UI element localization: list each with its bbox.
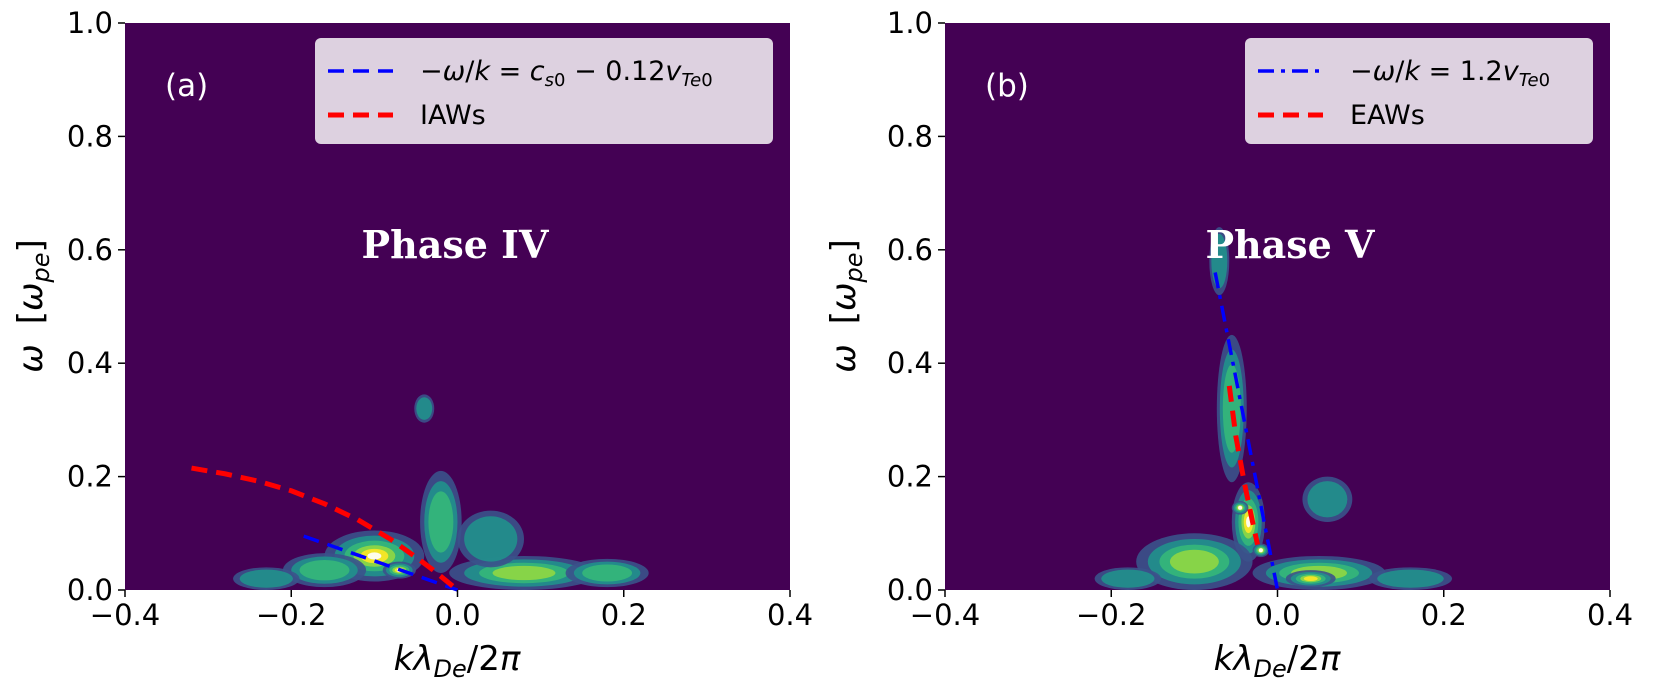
- intensity-blob-a-5-3: [492, 565, 556, 581]
- y-axis-label-a: ω[ωpe]: [11, 239, 55, 373]
- x-tick-label-b-2: 0.0: [1254, 598, 1300, 632]
- y-tick-label-a-3: 0.6: [67, 233, 113, 267]
- phase-annotation-a: Phase IV: [362, 222, 550, 267]
- ticks-b: −0.4 −0.2 0.0 0.2 0.4 0.0 0.2 0.4 0.6 0.8 1.0: [887, 6, 1633, 632]
- y-tick-label-b-0: 0.0: [887, 573, 933, 607]
- x-tick-label-b-1: −0.2: [1076, 598, 1146, 632]
- x-tick-label-a-0: −0.4: [90, 598, 160, 632]
- y-tick-label-a-4: 0.8: [67, 119, 113, 153]
- y-tick-label-b-1: 0.2: [887, 460, 933, 494]
- intensity-blob-a-8-1: [239, 569, 293, 588]
- series-layer-b: [1213, 272, 1280, 591]
- y-tick-label-b-2: 0.4: [887, 346, 933, 380]
- legend-a: −ω/k = cs0 − 0.12vTe0 IAWs: [315, 38, 773, 144]
- x-tick-label-a-3: 0.2: [601, 598, 647, 632]
- panel-b: −0.4 −0.2 0.0 0.2 0.40.00.20.40.60.81.0 (b) …: [824, 6, 1633, 682]
- intensity-blob-b-5-3: [1169, 549, 1219, 574]
- intensity-blob-b-10-1: [1307, 481, 1348, 518]
- legend-label-b-1: EAWs: [1350, 100, 1425, 131]
- intensity-blob-a-4-1: [416, 397, 433, 420]
- intensity-blob-a-3-2: [428, 491, 454, 553]
- x-tick-label-b-4: 0.4: [1587, 598, 1633, 632]
- legend-b: −ω/k = 1.2vTe0 EAWs: [1245, 38, 1593, 144]
- y-axis-label-b: ω[ωpe]: [824, 239, 868, 373]
- x-tick-label-b-3: 0.2: [1421, 598, 1467, 632]
- legend-label-a-1: IAWs: [420, 100, 486, 131]
- panel-tag-a: (a): [165, 68, 208, 104]
- intensity-blob-b-2-5: [1238, 505, 1243, 510]
- intensity-blob-b-1-5: [1258, 548, 1263, 553]
- x-tick-label-a-1: −0.2: [256, 598, 326, 632]
- x-tick-label-b-0: −0.4: [910, 598, 980, 632]
- x-axis-label-a: kλDe/2π: [394, 639, 521, 682]
- series-line-b-0: [1213, 272, 1280, 591]
- intensity-blob-b-9-1: [1101, 569, 1155, 588]
- intensity-blob-a-0-5: [367, 552, 382, 560]
- intensity-layer-a: [233, 394, 649, 590]
- y-tick-label-a-5: 1.0: [67, 6, 113, 40]
- intensity-blob-a-7-2: [582, 564, 633, 582]
- legend-box-b: [1245, 38, 1593, 144]
- y-tick-label-a-0: 0.0: [67, 573, 113, 607]
- intensity-blob-a-2-2: [299, 559, 350, 581]
- series-line-a-0: [303, 534, 459, 592]
- ticks-a: −0.4 −0.2 0.0 0.2 0.4 0.0 0.2 0.4 0.6 0.8 1.0: [67, 6, 813, 632]
- series-line-a-1: [191, 465, 460, 592]
- legend-label-a-0: −ω/k = cs0 − 0.12vTe0: [420, 56, 713, 91]
- series-layer-a: [191, 465, 460, 592]
- y-tick-label-b-4: 0.8: [887, 119, 933, 153]
- phase-annotation-b: Phase V: [1205, 222, 1376, 267]
- x-tick-label-a-2: 0.0: [434, 598, 480, 632]
- intensity-blob-b-7-4: [1303, 576, 1318, 582]
- y-tick-label-b-5: 1.0: [887, 6, 933, 40]
- legend-box-a: [315, 38, 773, 144]
- intensity-blob-b-8-1: [1377, 569, 1444, 588]
- y-tick-label-a-2: 0.4: [67, 346, 113, 380]
- x-axis-label-b: kλDe/2π: [1214, 639, 1341, 682]
- y-tick-label-b-3: 0.6: [887, 233, 933, 267]
- panel-tag-b: (b): [985, 68, 1029, 104]
- x-tick-label-a-4: 0.4: [767, 598, 813, 632]
- intensity-blob-a-6-1: [464, 516, 518, 562]
- series-line-b-1: [1226, 385, 1260, 546]
- y-tick-label-a-1: 0.2: [67, 460, 113, 494]
- legend-label-b-0: −ω/k = 1.2vTe0: [1350, 56, 1550, 91]
- panel-a: −0.4 −0.2 0.0 0.2 0.40.00.20.40.60.81.0 (a) …: [11, 6, 813, 682]
